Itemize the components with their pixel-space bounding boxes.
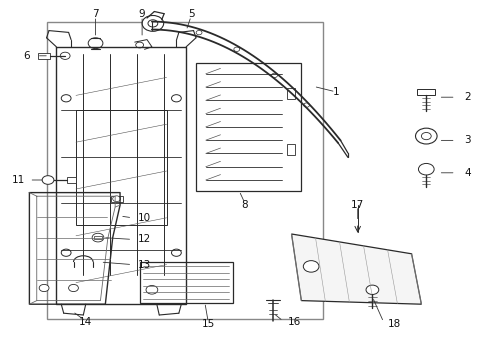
Text: 18: 18 [388,319,401,329]
Text: 2: 2 [465,92,471,102]
Text: 10: 10 [138,213,151,223]
Text: 11: 11 [12,175,25,185]
Bar [417,89,435,95]
Circle shape [172,249,181,256]
Circle shape [303,261,319,272]
Bar [111,196,122,202]
Circle shape [421,132,431,140]
Circle shape [142,15,164,31]
Bar [196,63,301,191]
Bar [76,110,167,225]
Circle shape [136,42,144,48]
Circle shape [366,285,379,294]
Text: 12: 12 [138,234,151,244]
Circle shape [146,285,158,294]
Circle shape [61,249,71,256]
Circle shape [60,52,70,59]
Text: 3: 3 [465,135,471,145]
Circle shape [113,196,121,202]
Text: 13: 13 [138,260,151,270]
Circle shape [88,38,103,49]
Text: 5: 5 [188,9,195,19]
Text: 7: 7 [92,9,99,19]
Bar [47,22,323,319]
Polygon shape [292,234,421,304]
Circle shape [416,128,437,144]
Circle shape [69,284,78,292]
Text: 6: 6 [24,51,30,61]
Circle shape [61,95,71,102]
Bar [140,262,233,303]
Bar [287,144,295,155]
Text: 14: 14 [79,317,93,327]
Text: 1: 1 [332,87,339,97]
Text: 15: 15 [201,319,215,329]
Bar [94,236,102,239]
Text: 17: 17 [351,200,365,210]
Circle shape [418,163,434,175]
Circle shape [172,95,181,102]
Circle shape [92,233,104,242]
Circle shape [148,20,158,27]
Text: 8: 8 [242,200,248,210]
Bar [287,88,295,99]
Bar [38,53,50,59]
Circle shape [39,284,49,292]
Circle shape [42,176,54,184]
Text: 4: 4 [465,168,471,178]
Text: 16: 16 [287,317,301,327]
Bar [67,177,76,183]
Text: 9: 9 [139,9,146,19]
